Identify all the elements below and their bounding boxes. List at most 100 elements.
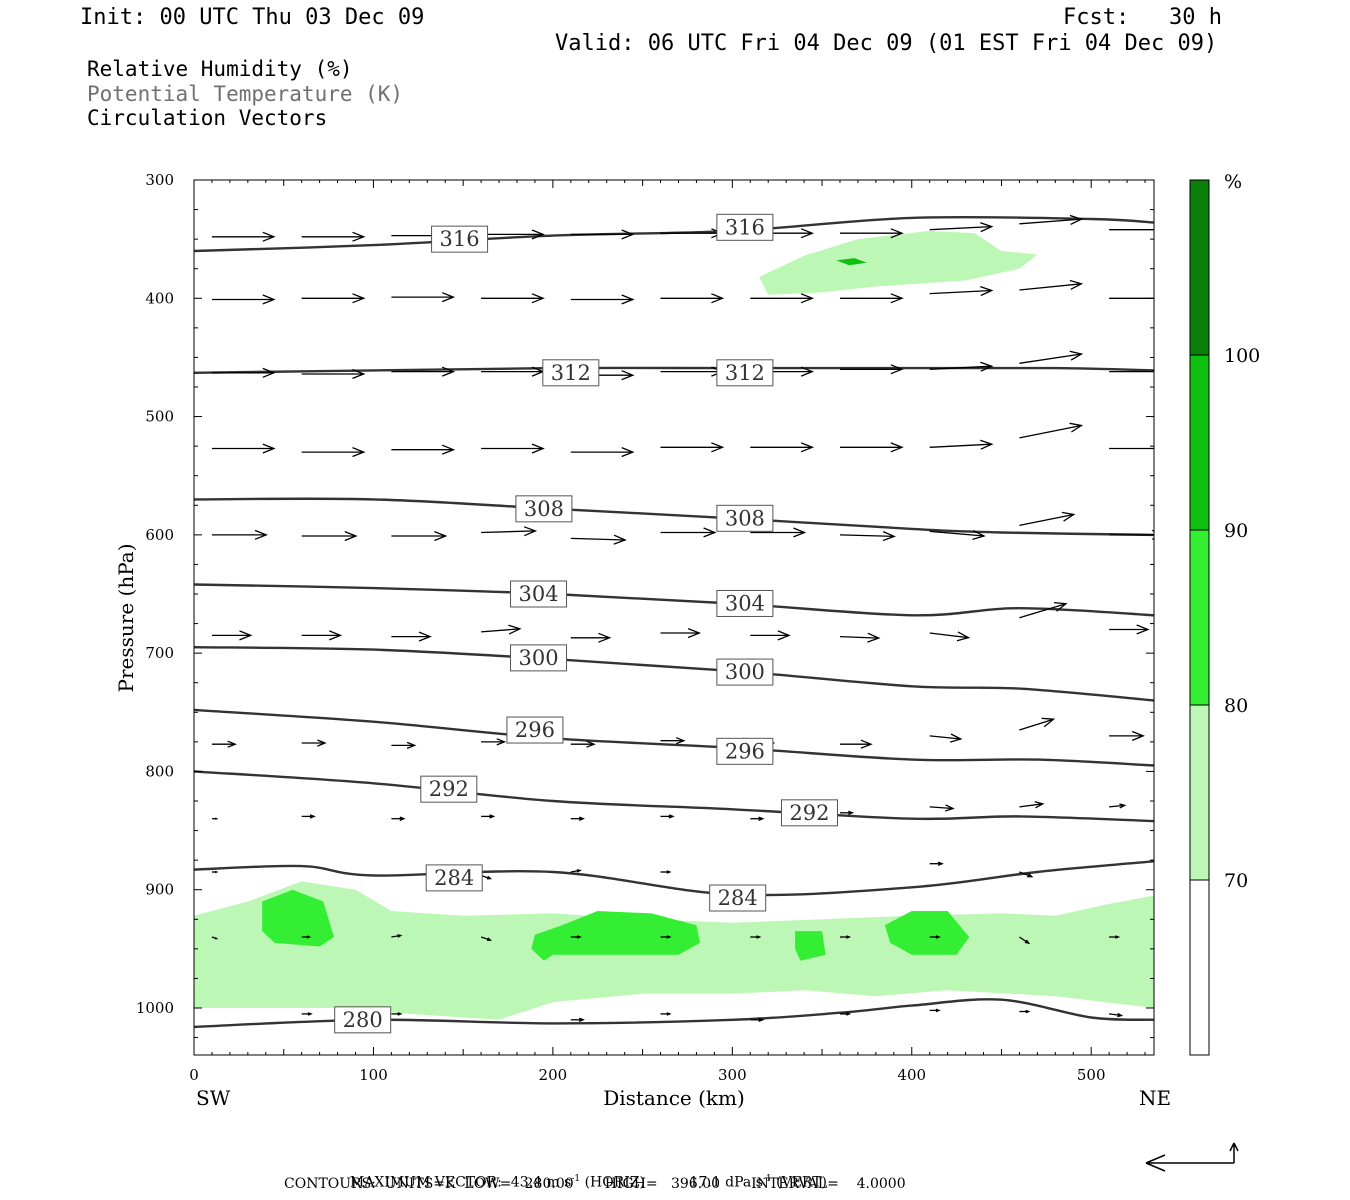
circulation-vector xyxy=(1019,279,1084,291)
contour-label: 300 xyxy=(725,660,765,684)
footer-max-vector: MAXIMUM VECTOR: 43.4 m s-1 (HORIZ) 17.1 … xyxy=(341,1158,827,1191)
circulation-vector xyxy=(211,630,253,641)
colorbar-band xyxy=(1190,180,1209,355)
y-axis-title: Pressure (hPa) xyxy=(114,544,138,693)
circulation-vector xyxy=(211,367,276,378)
circulation-vector xyxy=(391,366,456,377)
circulation-vector xyxy=(570,816,585,821)
circulation-vector xyxy=(570,446,635,458)
circulation-vector xyxy=(211,529,268,540)
vert-suffix: (VERT) xyxy=(776,1174,827,1191)
colorbar-tick-label: 90 xyxy=(1224,520,1248,542)
theta-contour xyxy=(194,770,1154,823)
circulation-vector xyxy=(1019,936,1031,945)
circulation-vector xyxy=(840,364,904,375)
circulation-vector xyxy=(1019,350,1084,364)
circulation-vector xyxy=(211,294,276,305)
circulation-vector xyxy=(839,632,881,643)
contour-label-box xyxy=(709,884,767,912)
circulation-vector xyxy=(1019,422,1084,439)
theta-contour xyxy=(194,860,1154,897)
circulation-vector xyxy=(840,293,904,304)
circulation-vector xyxy=(840,935,852,939)
max-vector-vert: 17.1 dPa s xyxy=(689,1174,763,1191)
colorbar-band xyxy=(1190,530,1209,705)
circulation-vector xyxy=(391,530,448,542)
circulation-vector xyxy=(391,934,403,938)
circulation-vector xyxy=(660,814,675,819)
circulation-vector xyxy=(570,1017,585,1023)
plot-frame xyxy=(193,179,1155,1056)
circulation-vector xyxy=(301,814,316,819)
max-vector-horiz: 43.4 m s xyxy=(510,1174,572,1191)
y-tick-label: 400 xyxy=(145,289,174,307)
contour-label-box xyxy=(334,1006,392,1034)
circulation-vector xyxy=(1109,529,1154,540)
circulation-vector xyxy=(1109,229,1154,231)
legend-potential-temperature: Potential Temperature (K) xyxy=(87,82,404,106)
circulation-vector xyxy=(301,530,358,542)
circulation-vector xyxy=(211,870,219,874)
valid-time: Valid: 06 UTC Fri 04 Dec 09 (01 EST Fri … xyxy=(555,31,1218,56)
circulation-vector xyxy=(660,293,725,304)
circulation-vector xyxy=(481,443,545,454)
colorbar-band xyxy=(1190,355,1209,530)
contour-label: 312 xyxy=(725,361,765,385)
circulation-vector xyxy=(839,531,896,542)
circulation-vector xyxy=(929,222,994,233)
circulation-vector xyxy=(660,935,672,939)
circulation-vector xyxy=(1019,214,1084,225)
circulation-vector xyxy=(301,293,366,304)
circulation-vector xyxy=(660,442,725,453)
contour-label: 296 xyxy=(515,718,555,742)
colorbar-tick-label: 80 xyxy=(1224,695,1248,717)
circulation-vector xyxy=(929,935,941,939)
contour-label: 312 xyxy=(551,361,591,385)
circulation-vector xyxy=(750,816,765,822)
theta-contour xyxy=(194,583,1154,617)
circulation-vector xyxy=(929,1008,941,1013)
circulation-vector xyxy=(660,870,672,874)
forecast-hour: Fcst: 30 h xyxy=(1063,5,1222,30)
rh-70-region xyxy=(759,230,1038,295)
circulation-vector xyxy=(211,740,237,748)
circulation-vector xyxy=(570,632,612,643)
colorbar-tick-label: 100 xyxy=(1224,345,1260,367)
circulation-vector xyxy=(929,861,944,866)
circulation-vector xyxy=(1019,717,1056,731)
circulation-vector xyxy=(1019,871,1034,878)
circulation-vector xyxy=(750,1017,765,1023)
contour-label-box xyxy=(510,644,568,672)
contour-label: 304 xyxy=(518,582,558,606)
circulation-vector xyxy=(929,439,994,450)
circulation-vector xyxy=(929,804,955,812)
circulation-vector xyxy=(570,740,596,748)
circulation-vector xyxy=(750,293,815,304)
circulation-vector xyxy=(481,293,545,304)
rh-80-region xyxy=(795,931,826,961)
x-tick-label: 500 xyxy=(1077,1066,1106,1084)
contour-label: 284 xyxy=(718,886,758,910)
rh-80-region xyxy=(884,911,970,955)
circulation-vector xyxy=(1109,730,1145,742)
circulation-vector xyxy=(481,229,545,240)
circulation-vector xyxy=(660,1012,672,1016)
reference-vector-icon xyxy=(1145,1142,1239,1172)
circulation-vector xyxy=(481,526,538,537)
contour-label-box xyxy=(542,359,600,387)
theta-contour xyxy=(194,708,1154,767)
contour-label: 308 xyxy=(725,506,765,530)
circulation-vector xyxy=(1109,297,1154,299)
colorbar-band xyxy=(1190,880,1209,1055)
contour-label: 304 xyxy=(725,591,765,615)
theta-contour xyxy=(194,497,1154,537)
contour-label: 316 xyxy=(725,215,765,239)
circulation-vector xyxy=(391,292,456,303)
legend-relative-humidity: Relative Humidity (%) xyxy=(87,57,353,81)
rh-90-region xyxy=(836,258,867,266)
circulation-vector xyxy=(929,285,994,297)
init-time: Init: 00 UTC Thu 03 Dec 09 xyxy=(80,5,425,30)
rh-80-region xyxy=(262,889,334,947)
legend-circulation-vectors: Circulation Vectors xyxy=(87,106,328,130)
circulation-vector xyxy=(929,631,971,642)
